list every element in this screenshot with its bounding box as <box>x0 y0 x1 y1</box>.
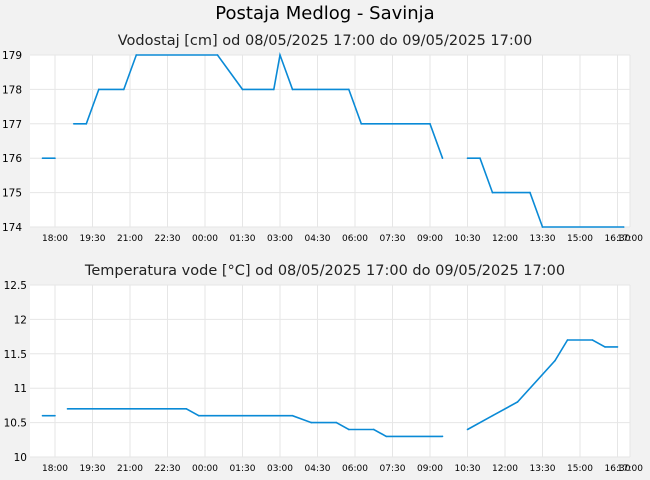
level-x-tick-label: 15:00 <box>567 234 593 244</box>
temp-x-tick-label: 22:30 <box>155 464 181 474</box>
temp-data-point <box>197 414 200 417</box>
temp-data-point <box>604 346 606 348</box>
level-data-point <box>279 54 281 56</box>
level-y-tick-label: 178 <box>2 84 22 96</box>
level-data-point <box>122 88 125 91</box>
temp-x-tick-label: 01:30 <box>230 464 256 474</box>
temp-data-point <box>441 435 444 438</box>
temp-x-tick-label: 03:00 <box>267 464 293 474</box>
temp-data-point <box>310 421 313 424</box>
level-plot-area <box>30 55 630 227</box>
temp-data-point <box>372 428 375 431</box>
level-data-point <box>491 191 494 194</box>
level-x-tick-label: 12:00 <box>492 234 518 244</box>
temp-y-tick-label: 11.5 <box>4 349 27 361</box>
level-x-tick-label: 18:00 <box>42 234 68 244</box>
level-x-tick-label: 22:30 <box>155 234 181 244</box>
level-y-tick-label: 176 <box>2 153 22 165</box>
level-data-point <box>85 123 88 125</box>
temp-data-point <box>591 339 594 341</box>
temp-x-tick-label: 12:00 <box>492 464 518 474</box>
level-x-tick-label: 00:00 <box>192 234 218 244</box>
temp-x-tick-label: 21:00 <box>117 464 143 474</box>
temp-data-point <box>385 435 388 438</box>
temp-series-line <box>467 339 618 431</box>
level-y-tick-label: 179 <box>2 50 22 62</box>
temp-data-point <box>66 408 69 410</box>
level-x-tick-label: 21:00 <box>117 234 143 244</box>
temp-data-point <box>335 421 338 424</box>
level-x-tick-label: 10:30 <box>455 234 481 244</box>
level-data-point <box>441 157 444 159</box>
level-data-point <box>241 88 244 91</box>
level-x-tick-label: 03:00 <box>267 234 293 244</box>
level-y-tick-label: 177 <box>2 119 22 131</box>
level-data-point <box>135 54 138 56</box>
temp-x-tick-label: 13:30 <box>530 464 556 474</box>
temp-data-point <box>41 414 44 417</box>
temp-x-tick-label: 04:30 <box>305 464 331 474</box>
temp-x-tick-label: 06:00 <box>342 464 368 474</box>
level-data-point <box>622 226 625 228</box>
level-y-tick-label: 174 <box>2 222 22 234</box>
level-x-tick-label: 17:00 <box>617 234 643 244</box>
temp-chart-title: Temperatura vode [°C] od 08/05/2025 17:0… <box>84 263 565 279</box>
temp-data-point <box>466 428 469 431</box>
level-data-point <box>54 157 56 159</box>
level-x-tick-label: 07:30 <box>380 234 406 244</box>
level-data-point <box>529 191 531 194</box>
level-x-tick-label: 09:00 <box>417 234 443 244</box>
level-y-tick-label: 175 <box>2 188 22 200</box>
temp-data-point <box>566 339 569 341</box>
level-data-point <box>479 157 481 159</box>
temp-x-tick-label: 07:30 <box>380 464 406 474</box>
temp-y-tick-label: 12.5 <box>4 280 27 292</box>
level-x-tick-label: 01:30 <box>230 234 256 244</box>
temp-data-point <box>554 359 556 362</box>
level-chart-title: Vodostaj [cm] od 08/05/2025 17:00 do 09/… <box>118 33 532 49</box>
temp-plot-area <box>30 285 630 457</box>
temp-data-point <box>616 346 619 348</box>
level-series-line <box>73 51 444 159</box>
temp-y-tick-label: 10 <box>14 452 27 464</box>
level-x-tick-label: 04:30 <box>305 234 331 244</box>
temp-x-tick-label: 09:00 <box>417 464 443 474</box>
temp-x-tick-label: 00:00 <box>192 464 218 474</box>
level-x-tick-label: 13:30 <box>530 234 556 244</box>
level-data-point <box>360 123 363 125</box>
temp-x-tick-label: 18:00 <box>42 464 68 474</box>
temp-y-tick-label: 12 <box>14 314 27 326</box>
level-x-tick-label: 16:30 <box>605 234 631 244</box>
temp-data-point <box>54 414 56 417</box>
temp-x-tick-label: 17:00 <box>617 464 643 474</box>
level-data-point <box>466 157 469 159</box>
level-data-point <box>347 88 350 91</box>
temp-data-point <box>185 408 188 410</box>
level-data-point <box>72 123 75 125</box>
temp-x-tick-label: 10:30 <box>455 464 481 474</box>
level-data-point <box>429 123 431 125</box>
page-title: Postaja Medlog - Savinja <box>215 3 435 24</box>
temp-y-tick-label: 11 <box>14 383 27 395</box>
level-data-point <box>272 88 275 91</box>
level-data-point <box>41 157 44 159</box>
temp-data-point <box>347 428 350 431</box>
level-x-tick-label: 19:30 <box>80 234 106 244</box>
temp-x-tick-label: 15:00 <box>567 464 593 474</box>
temp-x-tick-label: 19:30 <box>80 464 106 474</box>
temp-data-point <box>516 401 519 403</box>
level-data-point <box>291 88 294 91</box>
level-x-tick-label: 06:00 <box>342 234 368 244</box>
temp-y-tick-label: 10.5 <box>4 418 27 430</box>
temp-data-point <box>291 414 294 417</box>
level-data-point <box>216 54 219 56</box>
temp-data-point <box>491 414 494 417</box>
level-data-point <box>97 88 100 91</box>
level-data-point <box>541 226 544 228</box>
level-series-line <box>467 157 624 228</box>
temp-x-tick-label: 16:30 <box>605 464 631 474</box>
temp-series-line <box>67 407 443 438</box>
